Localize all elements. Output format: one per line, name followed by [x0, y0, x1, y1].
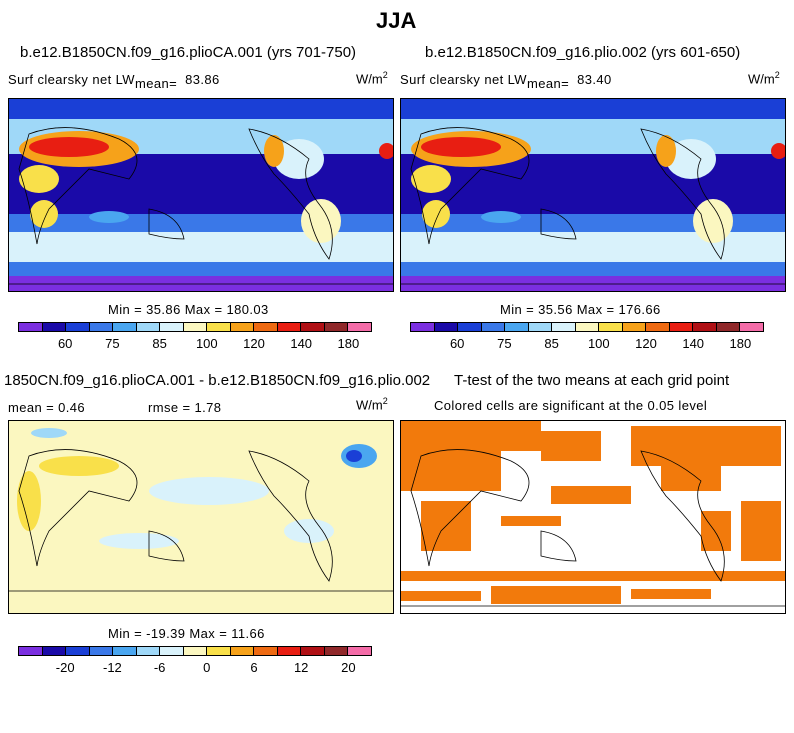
colorbar-cell [434, 323, 459, 331]
colorbar-cell [136, 323, 161, 331]
colorbar-tick-label: 6 [250, 660, 258, 675]
colorbar-cell [136, 647, 161, 655]
colorbar-tick-label: 75 [105, 336, 120, 351]
panel-1-map-graphic [9, 99, 393, 291]
colorbar-cell [669, 323, 694, 331]
colorbar-tick-label: 60 [449, 336, 465, 351]
panel-4-map [400, 420, 786, 614]
colorbar-tick-label: -20 [55, 660, 75, 675]
colorbar-cell [348, 323, 371, 331]
colorbar-cell [89, 323, 114, 331]
colorbar-cell [575, 323, 600, 331]
colorbar-tick-label: 60 [57, 336, 73, 351]
colorbar-cell [622, 323, 647, 331]
colorbar-cell [716, 323, 741, 331]
panel-1-colorbar [18, 322, 372, 332]
colorbar-cell [42, 323, 67, 331]
colorbar-tick-label: -12 [102, 660, 122, 675]
colorbar-tick-label: 75 [497, 336, 512, 351]
colorbar-cell [693, 323, 717, 331]
colorbar-cell [207, 647, 231, 655]
panel-1-colorbar-ticks: 60 75 85 100 120 140 180 [18, 334, 372, 351]
colorbar-cell [458, 323, 482, 331]
colorbar-cell [66, 323, 90, 331]
colorbar-cell [740, 323, 763, 331]
colorbar-cell [160, 323, 184, 331]
colorbar-cell [183, 647, 208, 655]
panel-2-colorbar [410, 322, 764, 332]
panel-2-minmax: Min = 35.56 Max = 176.66 [500, 302, 661, 317]
panel-1-minmax: Min = 35.86 Max = 180.03 [108, 302, 269, 317]
colorbar-cell [254, 323, 278, 331]
colorbar-cell [324, 647, 349, 655]
colorbar-cell [183, 323, 208, 331]
colorbar-cell [599, 323, 623, 331]
colorbar-tick-label: 85 [544, 336, 559, 351]
colorbar-cell [301, 647, 325, 655]
colorbar-tick-label: 0 [203, 660, 211, 675]
colorbar-tick-label: 12 [293, 660, 309, 675]
panel-1-variable: Surf clearsky net LWmean= 83.86 [8, 72, 220, 91]
panel-2-map [400, 98, 786, 292]
panel-4-title: T-test of the two means at each grid poi… [454, 372, 730, 389]
panel-2-colorbar-ticks: 60 75 85 100 120 140 180 [410, 334, 764, 351]
panel-3-rmse: rmse = 1.78 [148, 400, 222, 415]
colorbar-cell [113, 323, 137, 331]
panel-3-colorbar-ticks: -20 -12 -6 0 6 12 20 [18, 658, 372, 675]
colorbar-tick-label: -6 [153, 660, 166, 675]
colorbar-cell [505, 323, 529, 331]
colorbar-cell [348, 647, 371, 655]
colorbar-cell [89, 647, 114, 655]
colorbar-cell [528, 323, 553, 331]
colorbar-cell [66, 647, 90, 655]
colorbar-cell [42, 647, 67, 655]
panel-4-subtitle: Colored cells are significant at the 0.0… [434, 398, 708, 413]
colorbar-cell [481, 323, 506, 331]
colorbar-tick-label: 180 [337, 336, 360, 351]
colorbar-cell [19, 323, 43, 331]
panel-3-map-graphic [9, 421, 393, 613]
panel-1-units: W/m2 [356, 70, 388, 87]
panel-3-minmax: Min = -19.39 Max = 11.66 [108, 626, 265, 641]
colorbar-cell [160, 647, 184, 655]
colorbar-tick-label: 140 [290, 336, 313, 351]
colorbar-tick-label: 100 [587, 336, 610, 351]
colorbar-tick-label: 120 [243, 336, 265, 351]
colorbar-tick-label: 20 [341, 660, 356, 675]
colorbar-cell [277, 323, 302, 331]
colorbar-cell [230, 647, 255, 655]
colorbar-cell [113, 647, 137, 655]
panel-3-mean: mean = 0.46 [8, 400, 86, 415]
colorbar-tick-label: 140 [682, 336, 705, 351]
colorbar-cell [207, 323, 231, 331]
colorbar-tick-label: 85 [152, 336, 167, 351]
panel-1-map [8, 98, 394, 292]
panel-2-variable: Surf clearsky net LWmean= 83.40 [400, 72, 612, 91]
colorbar-tick-label: 180 [729, 336, 752, 351]
page-title: JJA [376, 8, 417, 33]
panel-2-title: b.e12.B1850CN.f09_g16.plio.002 (yrs 601-… [425, 44, 741, 61]
colorbar-cell [411, 323, 435, 331]
colorbar-cell [324, 323, 349, 331]
panel-2-map-graphic [401, 99, 785, 291]
colorbar-cell [230, 323, 255, 331]
panel-1-title: b.e12.B1850CN.f09_g16.plioCA.001 (yrs 70… [20, 44, 357, 61]
panel-3-title: 1850CN.f09_g16.plioCA.001 - b.e12.B1850C… [4, 372, 431, 389]
panel-3-colorbar [18, 646, 372, 656]
colorbar-cell [301, 323, 325, 331]
panel-3-map [8, 420, 394, 614]
colorbar-cell [254, 647, 278, 655]
colorbar-cell [19, 647, 43, 655]
panel-2-units: W/m2 [748, 70, 780, 87]
panel-4-map-graphic [401, 421, 785, 613]
colorbar-tick-label: 120 [635, 336, 657, 351]
colorbar-cell [552, 323, 576, 331]
colorbar-tick-label: 100 [195, 336, 218, 351]
colorbar-cell [646, 323, 670, 331]
colorbar-cell [277, 647, 302, 655]
panel-3-units: W/m2 [356, 396, 388, 413]
